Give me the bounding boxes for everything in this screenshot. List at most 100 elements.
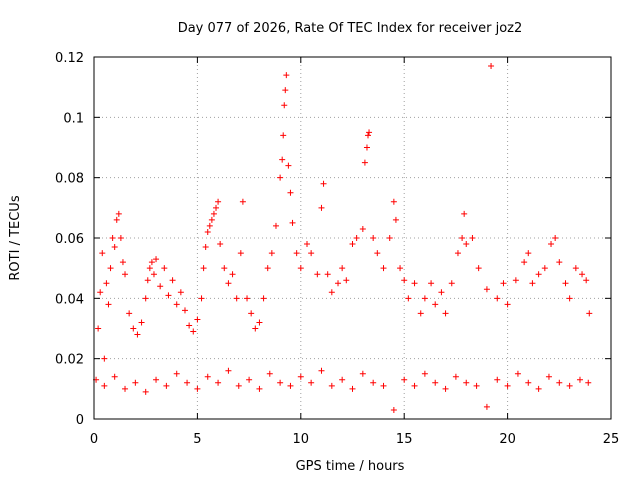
data-point (225, 280, 232, 287)
data-point (328, 382, 335, 389)
axis-ticks (93, 56, 612, 420)
data-point (297, 373, 304, 380)
data-point (279, 156, 286, 163)
x-tick-label: 25 (603, 432, 620, 447)
data-point (256, 385, 263, 392)
data-point (103, 280, 110, 287)
data-point (148, 259, 155, 266)
data-point (208, 216, 215, 223)
data-point (308, 379, 315, 386)
data-point (122, 385, 129, 392)
data-point (138, 319, 145, 326)
data-point (225, 367, 232, 374)
data-point (287, 382, 294, 389)
data-point (163, 382, 170, 389)
data-point (287, 189, 294, 196)
data-point (119, 259, 126, 266)
data-point (454, 250, 461, 257)
data-point (111, 244, 118, 251)
data-point (194, 385, 201, 392)
data-point (335, 280, 342, 287)
grid (94, 57, 611, 419)
data-point (504, 382, 511, 389)
data-point (504, 301, 511, 308)
data-point (421, 295, 428, 302)
data-point (339, 265, 346, 272)
data-point (210, 210, 217, 217)
x-tick-label: 15 (396, 432, 413, 447)
data-point (411, 382, 418, 389)
data-point (521, 259, 528, 266)
data-point (150, 271, 157, 278)
x-tick-label: 10 (293, 432, 310, 447)
data-point (366, 129, 373, 136)
data-point (576, 376, 583, 383)
data-point (173, 301, 180, 308)
data-point (200, 265, 207, 272)
data-point (374, 250, 381, 257)
data-point (475, 265, 482, 272)
data-point (277, 174, 284, 181)
data-point (101, 382, 108, 389)
data-point (215, 379, 222, 386)
data-point (370, 235, 377, 241)
data-point (266, 370, 273, 377)
data-point (583, 277, 590, 284)
data-point (285, 162, 292, 169)
data-point (401, 277, 408, 284)
data-point (525, 250, 532, 257)
data-point (111, 373, 118, 380)
data-point (386, 235, 393, 241)
data-point (566, 382, 573, 389)
data-point (359, 225, 366, 232)
data-point (153, 256, 160, 263)
data-point (483, 286, 490, 293)
data-point (97, 289, 104, 296)
data-point (512, 277, 519, 284)
data-point (105, 301, 112, 308)
data-point (95, 325, 102, 332)
y-axis-label: ROTI / TECUs (8, 195, 23, 280)
data-point (142, 388, 149, 395)
data-point (343, 277, 350, 284)
data-point (442, 310, 449, 317)
x-tick-label: 20 (499, 432, 516, 447)
data-point (328, 289, 335, 296)
data-point (548, 241, 555, 248)
data-point (585, 379, 592, 386)
data-point (514, 370, 521, 377)
data-point (562, 280, 569, 287)
data-point (215, 198, 222, 205)
y-tick-label: 0.06 (55, 232, 84, 247)
data-point (153, 376, 160, 383)
y-tick-label: 0.04 (55, 292, 84, 307)
data-point (320, 180, 327, 187)
data-point (99, 250, 106, 257)
data-point (293, 250, 300, 257)
data-point (281, 102, 288, 109)
data-point (556, 259, 563, 266)
data-point (318, 204, 325, 211)
y-tick-label: 0.1 (63, 111, 84, 126)
data-point (494, 295, 501, 302)
data-point (586, 310, 593, 317)
data-point (202, 244, 209, 251)
data-point (184, 379, 191, 386)
data-point (194, 316, 201, 323)
data-point (401, 376, 408, 383)
data-point (483, 403, 490, 410)
x-tick-label: 0 (90, 432, 98, 447)
data-point (239, 198, 246, 205)
data-point (221, 265, 228, 272)
data-point (132, 379, 139, 386)
data-point (130, 325, 137, 332)
axis-tick-labels: 0 5 10 15 20 25 0 0.02 0.04 0.06 0.08 0.1 0.12 (55, 51, 619, 447)
data-point (235, 382, 242, 389)
data-point (165, 292, 172, 299)
y-tick-label: 0.08 (55, 172, 84, 187)
data-point (556, 379, 563, 386)
x-tick-label: 5 (193, 432, 201, 447)
data-point (107, 265, 114, 272)
data-point (277, 379, 284, 386)
data-point (380, 382, 387, 389)
